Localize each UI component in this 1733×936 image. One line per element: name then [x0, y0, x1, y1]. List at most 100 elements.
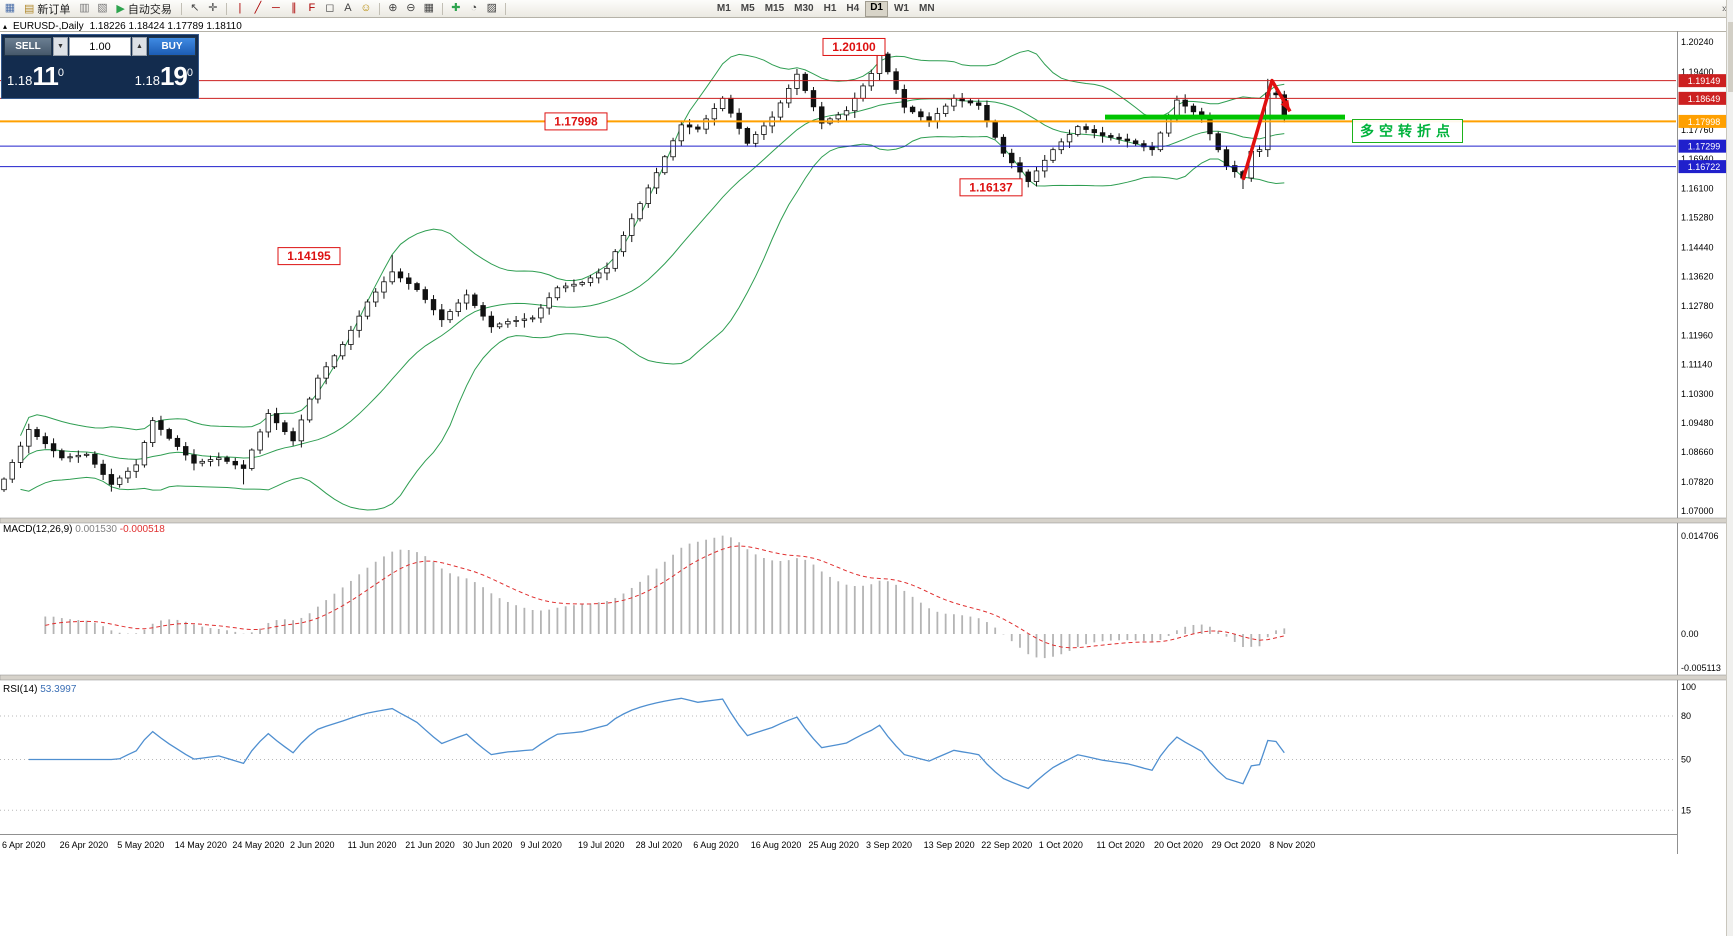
cursor-icon[interactable]: ↖: [190, 2, 200, 14]
toolbar-separator: [225, 2, 227, 15]
rsi-panel: 100 80 50 15 RSI(14) 53.3997: [0, 682, 1696, 815]
price-callout[interactable]: 1.20100: [822, 37, 886, 73]
svg-text:25 Aug 2020: 25 Aug 2020: [808, 840, 859, 850]
main-toolbar: ▦ ▤ 新订单 ▥ ▧ ▶ 自动交易 ↖ ✛ | ╱ ─ ∥ F ◻ A ☺ ⊕ ⊖ ▦ ✚ ◔ ▨ M1 M5 M15 M30 H1…: [0, 0, 1733, 18]
macd-panel: 0.014706 0.00 -0.005113 MACD(12,26,9) 0.001…: [3, 524, 1721, 673]
svg-text:15: 15: [1681, 805, 1691, 815]
svg-text:1.09480: 1.09480: [1681, 418, 1714, 428]
tile-windows-icon[interactable]: ▦: [423, 2, 435, 14]
price-callout[interactable]: 1.16137: [959, 178, 1023, 197]
horizontal-line-icon[interactable]: ─: [271, 2, 280, 14]
svg-text:1.13620: 1.13620: [1681, 271, 1714, 281]
svg-text:1.07820: 1.07820: [1681, 477, 1714, 487]
svg-text:1.15280: 1.15280: [1681, 213, 1714, 223]
timeframe-m1-button[interactable]: M1: [716, 2, 731, 14]
chart-frame: [0, 31, 1733, 854]
vertical-scrollbar[interactable]: [1726, 0, 1733, 936]
turning-point-annotation[interactable]: 多空转折点: [1352, 119, 1463, 143]
price-callout[interactable]: 1.17998: [544, 112, 608, 131]
svg-text:1 Oct 2020: 1 Oct 2020: [1039, 840, 1083, 850]
svg-text:11 Oct 2020: 11 Oct 2020: [1096, 840, 1144, 850]
svg-text:1.12780: 1.12780: [1681, 301, 1714, 311]
svg-text:0.00: 0.00: [1681, 629, 1699, 639]
svg-text:1.17760: 1.17760: [1681, 125, 1714, 135]
profiles-icon[interactable]: ▥: [79, 2, 90, 14]
templates-icon[interactable]: ▨: [486, 2, 498, 14]
panel-dividers[interactable]: [0, 517, 1733, 681]
svg-text:1.16722: 1.16722: [1688, 162, 1721, 172]
toolbar-overflow-icon[interactable]: »: [1721, 2, 1728, 15]
svg-text:1.20100: 1.20100: [832, 40, 876, 54]
autotrading-icon: ▶: [116, 3, 125, 15]
svg-text:14 May 2020: 14 May 2020: [175, 840, 227, 850]
timeframe-m30-button[interactable]: M30: [794, 2, 814, 14]
svg-text:16 Aug 2020: 16 Aug 2020: [751, 840, 802, 850]
indicators-add-icon[interactable]: ✚: [451, 2, 461, 14]
svg-text:1.20240: 1.20240: [1681, 37, 1714, 47]
svg-text:1.19149: 1.19149: [1688, 76, 1721, 86]
chart-window-icon[interactable]: ▦: [4, 2, 16, 14]
buy-button[interactable]: BUY: [148, 37, 196, 56]
autotrading-button[interactable]: ▶ 自动交易: [112, 1, 175, 16]
arrows-icon[interactable]: ☺: [360, 2, 372, 14]
timeframe-d1-button[interactable]: D1: [865, 0, 888, 17]
buy-price[interactable]: 1.18 19 0: [134, 60, 193, 91]
shapes-icon[interactable]: ◻: [325, 2, 335, 14]
charts-grid-icon[interactable]: ▧: [97, 2, 108, 14]
svg-text:50: 50: [1681, 755, 1691, 765]
svg-text:11 Jun 2020: 11 Jun 2020: [348, 840, 397, 850]
vertical-line-icon[interactable]: |: [238, 2, 242, 14]
svg-text:5 May 2020: 5 May 2020: [117, 840, 164, 850]
toolbar-gap: [511, 8, 711, 9]
fibonacci-icon[interactable]: F: [308, 2, 316, 14]
bollinger-bands: [20, 49, 1285, 511]
new-order-icon: ▤: [24, 3, 35, 15]
svg-text:13 Sep 2020: 13 Sep 2020: [924, 840, 975, 850]
chart-canvas[interactable]: 1.202401.194001.185601.177601.169401.161…: [0, 18, 1733, 936]
zoom-out-icon[interactable]: ⊖: [406, 2, 416, 14]
new-order-button[interactable]: ▤ 新订单: [20, 1, 74, 16]
svg-text:1.11960: 1.11960: [1681, 330, 1713, 340]
toolbar-separator: [378, 2, 380, 15]
time-axis[interactable]: 6 Apr 2020 26 Apr 2020 5 May 2020 14 May 20…: [2, 840, 1315, 850]
svg-text:2 Jun 2020: 2 Jun 2020: [290, 840, 335, 850]
svg-text:19 Jul 2020: 19 Jul 2020: [578, 840, 625, 850]
timeframe-h1-button[interactable]: H1: [823, 2, 837, 14]
svg-text:MACD(12,26,9) 0.001530 -0.0005: MACD(12,26,9) 0.001530 -0.000518: [3, 524, 165, 535]
svg-text:20 Oct 2020: 20 Oct 2020: [1154, 840, 1203, 850]
zoom-in-icon[interactable]: ⊕: [388, 2, 398, 14]
scrollbar-thumb[interactable]: [1728, 22, 1733, 92]
svg-text:28 Jul 2020: 28 Jul 2020: [636, 840, 683, 850]
volume-decrease-button[interactable]: ▼: [53, 37, 68, 56]
svg-text:RSI(14) 53.3997: RSI(14) 53.3997: [3, 684, 77, 695]
trend-arrow[interactable]: [1241, 78, 1292, 181]
text-icon[interactable]: A: [344, 2, 352, 14]
timeframe-h4-button[interactable]: H4: [846, 2, 860, 14]
channel-icon[interactable]: ∥: [291, 2, 297, 14]
sell-price[interactable]: 1.18 11 0: [7, 60, 64, 91]
svg-text:1.17998: 1.17998: [1688, 117, 1721, 127]
periods-icon[interactable]: ◔: [470, 2, 478, 14]
timeframe-mn-button[interactable]: MN: [918, 2, 935, 14]
timeframe-m15-button[interactable]: M15: [764, 2, 785, 14]
svg-text:6 Aug 2020: 6 Aug 2020: [693, 840, 739, 850]
svg-text:0.014706: 0.014706: [1681, 531, 1719, 541]
svg-text:1.14440: 1.14440: [1681, 242, 1714, 252]
crosshair-icon[interactable]: ✛: [208, 2, 218, 14]
svg-text:1.18649: 1.18649: [1688, 94, 1721, 104]
volume-increase-button[interactable]: ▲: [132, 37, 147, 56]
volume-input[interactable]: [69, 37, 131, 56]
horizontal-lines[interactable]: [0, 80, 1676, 168]
chart-title: ▴ EURUSD-,Daily 1.18226 1.18424 1.17789 …: [3, 21, 242, 32]
svg-text:1.14195: 1.14195: [287, 249, 331, 263]
svg-text:1.16940: 1.16940: [1681, 154, 1714, 164]
sell-button[interactable]: SELL: [4, 37, 52, 56]
toolbar-button-label: 新订单: [37, 3, 71, 16]
svg-text:1.11140: 1.11140: [1681, 359, 1712, 369]
timeframe-m5-button[interactable]: M5: [740, 2, 755, 14]
timeframe-w1-button[interactable]: W1: [893, 2, 909, 14]
price-callout[interactable]: 1.14195: [277, 247, 341, 266]
svg-text:1.16100: 1.16100: [1681, 184, 1714, 194]
price-axis[interactable]: 1.202401.194001.185601.177601.169401.161…: [1678, 37, 1730, 516]
trendline-icon[interactable]: ╱: [254, 2, 262, 14]
